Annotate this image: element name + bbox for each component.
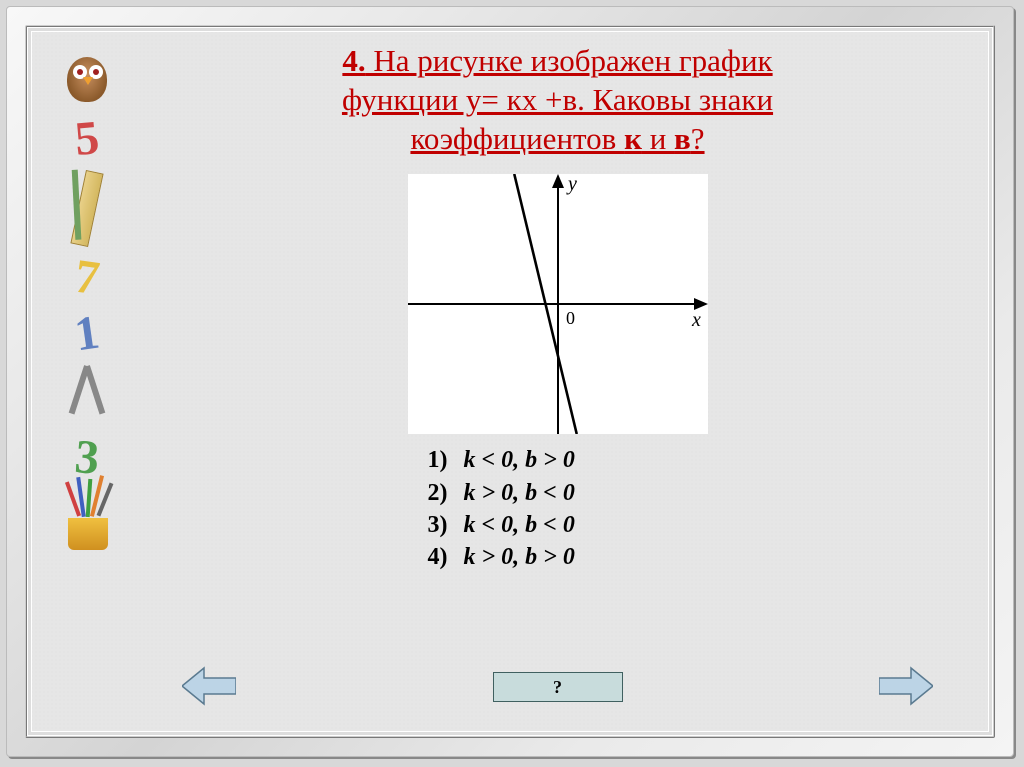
- svg-text:0: 0: [566, 308, 575, 328]
- digit-3-icon: 3: [73, 433, 101, 483]
- answer-option: 4) k > 0, b > 0: [428, 541, 688, 573]
- coef-b: в: [674, 121, 691, 156]
- answer-option: 1) k < 0, b > 0: [428, 444, 688, 476]
- and-word: и: [642, 121, 674, 156]
- question-title: 4. На рисунке изображен график функции у…: [142, 42, 973, 166]
- question-number: 4.: [342, 43, 365, 78]
- prev-button[interactable]: [182, 666, 236, 706]
- decorative-sidebar: 5 7 1 3: [47, 47, 127, 716]
- title-line1: На рисунке изображен график: [366, 43, 773, 78]
- owl-icon: [57, 47, 117, 107]
- next-button[interactable]: [879, 666, 933, 706]
- digit-5-icon: 5: [73, 114, 101, 164]
- svg-text:x: x: [691, 309, 701, 331]
- answer-option: 3) k < 0, b < 0: [428, 509, 688, 541]
- ruler-icon: [70, 170, 103, 247]
- answer-option: 2) k > 0, b < 0: [428, 477, 688, 509]
- nav-row: ?: [142, 658, 973, 708]
- question-mark: ?: [691, 121, 705, 156]
- digit-7-icon: 7: [72, 253, 102, 304]
- coef-k: к: [624, 121, 642, 156]
- svg-text:y: y: [566, 174, 577, 195]
- answer-options: 1) k < 0, b > 02) k > 0, b < 03) k < 0, …: [428, 444, 688, 574]
- function-graph: y x 0: [408, 174, 708, 434]
- title-line2: функции у= кх +в. Каковы знаки: [342, 82, 773, 117]
- compass-icon: [62, 366, 112, 426]
- help-button[interactable]: ?: [493, 672, 623, 702]
- digit-1-icon: 1: [72, 309, 102, 360]
- pencil-cup-icon: [60, 490, 115, 550]
- slide-content: 5 7 1 3 4. На рисунке изображен график ф…: [37, 37, 983, 726]
- title-line3: коэффициентов: [410, 121, 624, 156]
- outer-frame: 5 7 1 3 4. На рисунке изображен график ф…: [6, 6, 1014, 757]
- main-area: 4. На рисунке изображен график функции у…: [142, 42, 973, 716]
